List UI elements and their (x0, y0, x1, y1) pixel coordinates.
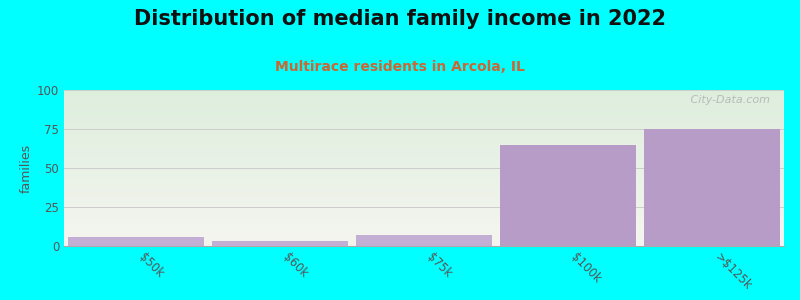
Text: Multirace residents in Arcola, IL: Multirace residents in Arcola, IL (275, 60, 525, 74)
Bar (499, 145, 636, 246)
Text: Distribution of median family income in 2022: Distribution of median family income in … (134, 9, 666, 29)
Bar (643, 129, 780, 246)
Bar (67, 237, 204, 246)
Text: City-Data.com: City-Data.com (680, 95, 770, 105)
Bar (211, 241, 349, 246)
Bar (356, 235, 492, 246)
Y-axis label: families: families (20, 143, 33, 193)
